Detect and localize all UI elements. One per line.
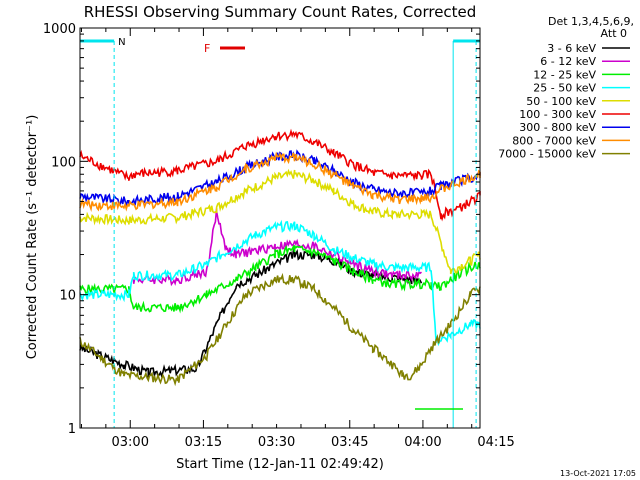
x-axis: 03:00 03:15 03:30 03:45 04:00 04:15 (80, 28, 515, 450)
flare-label: F (204, 42, 210, 55)
legend-entry-label: 6 - 12 keV (540, 55, 596, 68)
legend-entry-label: 100 - 300 keV (519, 108, 596, 121)
x-tick-label: 04:00 (404, 435, 441, 450)
y-tick-label: 10 (59, 289, 76, 304)
series-layer (79, 128, 481, 387)
y-tick-label: 100 (51, 155, 76, 170)
legend-header-line1: Det 1,3,4,5,6,9, (548, 15, 634, 28)
series-line (79, 128, 481, 222)
series-line (79, 248, 423, 379)
x-tick-label: 03:00 (112, 435, 149, 450)
legend-header-line2: Att 0 (601, 27, 627, 40)
legend-entry-label: 800 - 7000 keV (512, 134, 596, 147)
y-axis: 1 10 100 1000 (43, 22, 480, 437)
x-tick-label: 03:30 (258, 435, 295, 450)
footer-timestamp: 13-Oct-2021 17:05 (560, 469, 636, 478)
y-tick-label: 1 (68, 422, 76, 437)
legend-entry-label: 7000 - 15000 keV (498, 148, 596, 161)
legend-entry-label: 50 - 100 keV (526, 95, 596, 108)
series-line (79, 219, 481, 347)
series-line (79, 168, 481, 275)
series-line (79, 244, 481, 314)
x-tick-label: 03:15 (185, 435, 222, 450)
plot-frame (79, 27, 481, 429)
legend-entry-label: 25 - 50 keV (533, 82, 596, 95)
legend-entry-label: 12 - 25 keV (533, 68, 596, 81)
night-label: N (118, 37, 125, 48)
y-axis-label: Corrected Count Rate (s⁻¹ detector⁻¹) (25, 115, 40, 360)
series-line (79, 272, 481, 387)
x-tick-label: 04:15 (477, 435, 514, 450)
y-tick-label: 1000 (43, 22, 76, 37)
series-line (132, 208, 422, 287)
legend-entry-label: 3 - 6 keV (547, 42, 596, 55)
x-tick-label: 03:45 (331, 435, 368, 450)
legend-entry-label: 300 - 800 keV (519, 121, 596, 134)
chart-title: RHESSI Observing Summary Count Rates, Co… (84, 3, 477, 21)
x-axis-label: Start Time (12-Jan-11 02:49:42) (176, 457, 384, 472)
series-line (79, 151, 481, 212)
